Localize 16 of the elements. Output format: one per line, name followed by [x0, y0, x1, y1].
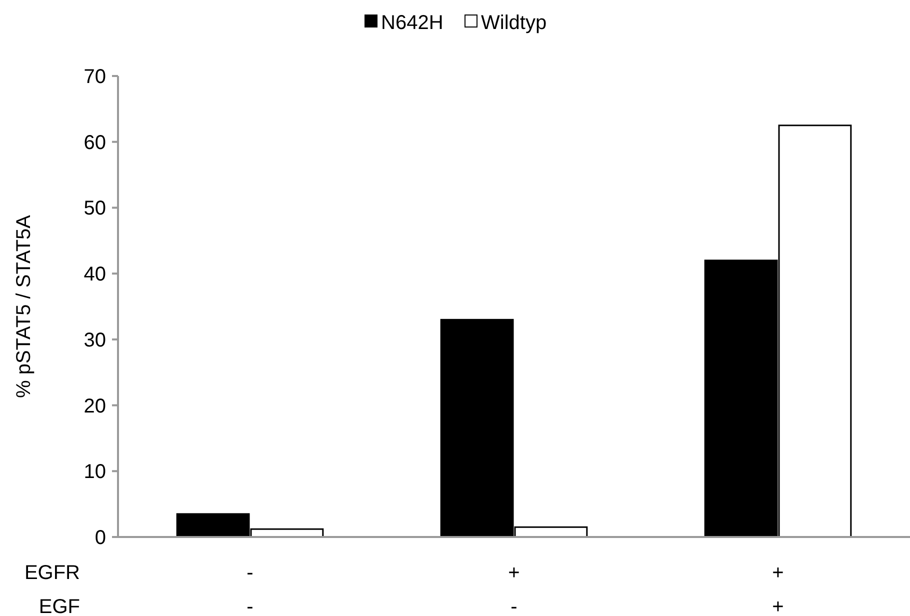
y-axis-title: % pSTAT5 / STAT5A	[13, 214, 35, 398]
y-tick-label: 0	[94, 527, 106, 549]
text: EGF	[38, 596, 80, 616]
y-tick-label: 60	[84, 132, 106, 154]
y-tick-label: 10	[84, 461, 106, 484]
y-tick-label: 30	[84, 329, 106, 352]
y-tick-label: 50	[84, 198, 106, 220]
legend-label: N642H	[381, 12, 444, 34]
x-tick-label: + +	[772, 562, 784, 616]
legend-label: Wildtyp	[481, 12, 547, 34]
y-tick-label: 40	[84, 264, 106, 286]
y-tick-label: 70	[84, 66, 106, 88]
text: EGFR	[24, 562, 80, 584]
x-tick-label: - -	[246, 562, 254, 616]
y-tick-label: 20	[84, 395, 106, 418]
x-tick-label: + -	[508, 562, 520, 616]
